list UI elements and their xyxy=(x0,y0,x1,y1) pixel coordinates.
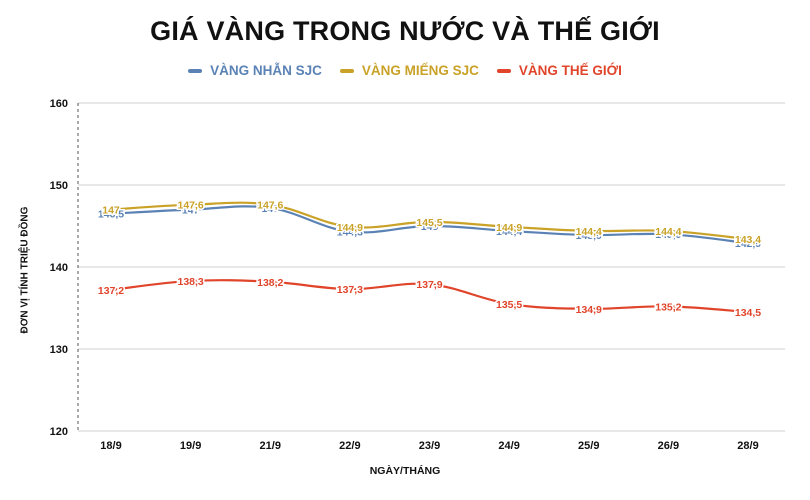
x-tick-label: 23/9 xyxy=(419,440,440,452)
x-tick-label: 18/9 xyxy=(100,440,121,452)
data-label: 144,3 xyxy=(337,227,363,239)
data-label: 145 xyxy=(421,221,439,233)
series-line-nhan-sjc xyxy=(109,205,750,245)
data-label: 143,9 xyxy=(655,229,681,241)
data-label: 137,2 xyxy=(98,285,124,297)
x-tick-label: 22/9 xyxy=(339,440,360,452)
y-tick-label: 150 xyxy=(50,180,68,192)
data-label: 145,5 xyxy=(416,217,442,229)
chart-title: GIÁ VÀNG TRONG NƯỚC VÀ THẾ GIỚI xyxy=(150,16,660,46)
y-tick-label: 130 xyxy=(50,344,68,356)
x-tick-label: 28/9 xyxy=(737,440,758,452)
data-label: 143,4 xyxy=(735,234,761,246)
legend-label-nhan-sjc: VÀNG NHẪN SJC xyxy=(210,63,322,78)
data-label: 147,6 xyxy=(177,200,203,212)
data-label: 134,9 xyxy=(576,304,602,316)
x-axis-label: NGÀY/THÁNG xyxy=(369,465,441,477)
data-label: 142,9 xyxy=(735,238,761,250)
data-label: 138,3 xyxy=(177,276,203,288)
chart-legend: VÀNG NHẪN SJC VÀNG MIẾNG SJC VÀNG THẾ GI… xyxy=(0,63,810,78)
series-line-the-gioi xyxy=(109,279,750,314)
data-label: 147 xyxy=(102,205,120,217)
data-label: 137,9 xyxy=(416,279,442,291)
legend-item-nhan-sjc: VÀNG NHẪN SJC xyxy=(188,63,322,78)
legend-swatch-mieng-sjc xyxy=(339,68,354,73)
data-label: 144,9 xyxy=(337,222,363,234)
x-tick-label: 25/9 xyxy=(578,440,599,452)
data-label: 135,5 xyxy=(496,299,522,311)
legend-label-the-gioi: VÀNG THẾ GIỚI xyxy=(518,63,622,78)
series-line-mieng-sjc xyxy=(109,201,750,241)
data-label: 137,3 xyxy=(337,284,363,296)
y-tick-label: 160 xyxy=(50,98,68,110)
data-label: 147 xyxy=(182,205,200,217)
data-label: 147 xyxy=(261,203,279,215)
x-tick-label: 19/9 xyxy=(180,440,201,452)
x-tick-label: 26/9 xyxy=(658,440,679,452)
data-label: 144,4 xyxy=(496,226,522,238)
data-label: 144,4 xyxy=(655,226,681,238)
legend-swatch-the-gioi xyxy=(496,68,511,73)
x-tick-label: 21/9 xyxy=(260,440,281,452)
data-label: 147,6 xyxy=(257,200,283,212)
data-label: 146,5 xyxy=(98,209,124,221)
legend-label-mieng-sjc: VÀNG MIẾNG SJC xyxy=(361,63,479,78)
data-label: 144,4 xyxy=(576,226,602,238)
data-label: 135,2 xyxy=(655,301,681,313)
data-label: 144,9 xyxy=(496,222,522,234)
y-tick-label: 120 xyxy=(50,426,68,438)
data-label: 138,2 xyxy=(257,277,283,289)
x-tick-label: 24/9 xyxy=(498,440,519,452)
y-tick-label: 140 xyxy=(50,262,68,274)
legend-item-the-gioi: VÀNG THẾ GIỚI xyxy=(496,63,622,78)
data-label: 143,9 xyxy=(576,230,602,242)
data-label: 134,5 xyxy=(735,307,761,319)
legend-swatch-nhan-sjc xyxy=(188,68,203,73)
legend-item-mieng-sjc: VÀNG MIẾNG SJC xyxy=(339,63,479,78)
